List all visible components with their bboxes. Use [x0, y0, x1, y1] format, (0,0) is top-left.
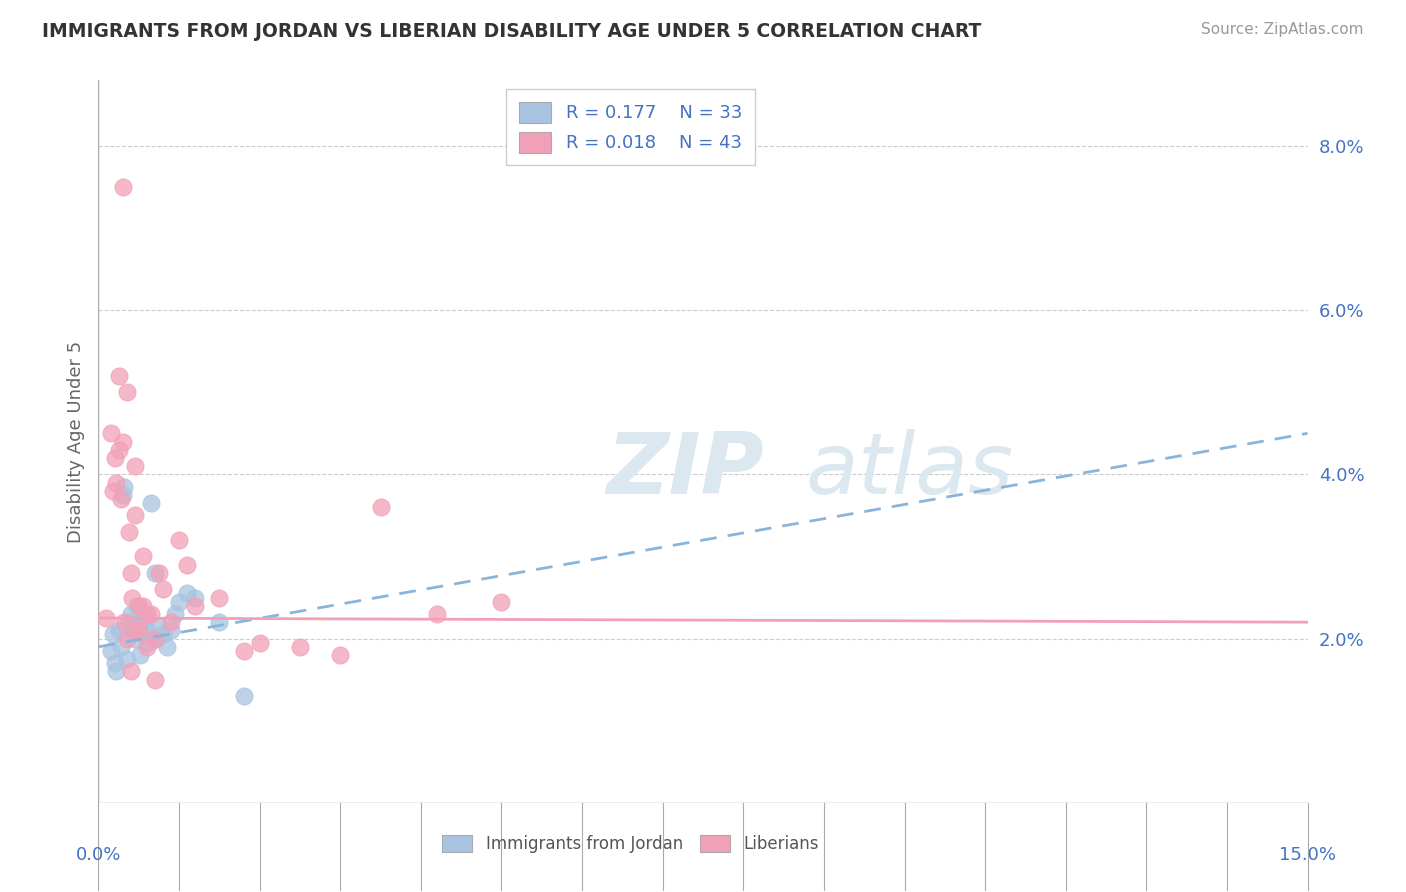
Point: [163, 607, 186, 621]
Point: [176, 558, 198, 572]
Point: [118, 615, 141, 630]
Point: [132, 599, 155, 613]
Point: [124, 632, 146, 646]
Point: [111, 434, 134, 449]
Point: [127, 599, 149, 613]
Point: [208, 591, 231, 605]
Point: [370, 500, 392, 515]
Point: [111, 180, 134, 194]
Point: [135, 640, 157, 654]
Point: [139, 496, 162, 510]
Point: [184, 591, 207, 605]
Text: Source: ZipAtlas.com: Source: ZipAtlas.com: [1201, 22, 1364, 37]
Point: [112, 480, 135, 494]
Point: [105, 665, 128, 679]
Point: [101, 627, 124, 641]
Text: atlas: atlas: [806, 429, 1014, 512]
Point: [100, 426, 122, 441]
Point: [107, 624, 129, 638]
Point: [128, 599, 150, 613]
Text: 0.0%: 0.0%: [76, 847, 121, 864]
Point: [329, 648, 352, 662]
Point: [148, 619, 170, 633]
Point: [115, 632, 138, 646]
Point: [135, 607, 157, 621]
Point: [128, 624, 150, 638]
Text: IMMIGRANTS FROM JORDAN VS LIBERIAN DISABILITY AGE UNDER 5 CORRELATION CHART: IMMIGRANTS FROM JORDAN VS LIBERIAN DISAB…: [42, 22, 981, 41]
Point: [184, 599, 207, 613]
Point: [156, 640, 179, 654]
Text: 15.0%: 15.0%: [1279, 847, 1336, 864]
Point: [129, 648, 152, 662]
Point: [143, 632, 166, 646]
Point: [491, 594, 513, 608]
Point: [103, 450, 125, 465]
Point: [121, 591, 143, 605]
Point: [232, 644, 254, 658]
Point: [132, 549, 155, 564]
Point: [176, 586, 198, 600]
Point: [120, 665, 142, 679]
Point: [101, 483, 124, 498]
Point: [143, 673, 166, 687]
Point: [143, 566, 166, 580]
Point: [120, 607, 142, 621]
Point: [232, 689, 254, 703]
Point: [115, 385, 138, 400]
Point: [134, 611, 156, 625]
Point: [118, 524, 141, 539]
Point: [120, 566, 142, 580]
Point: [132, 627, 155, 641]
Point: [115, 652, 138, 666]
Point: [107, 368, 129, 383]
Point: [167, 594, 190, 608]
Point: [152, 582, 174, 597]
Point: [426, 607, 449, 621]
Point: [105, 475, 128, 490]
Point: [107, 442, 129, 457]
Point: [110, 640, 132, 654]
Point: [208, 615, 231, 630]
Point: [249, 636, 271, 650]
Point: [145, 632, 167, 646]
Point: [139, 607, 162, 621]
Point: [288, 640, 311, 654]
Point: [103, 657, 125, 671]
Point: [160, 615, 183, 630]
Legend: Immigrants from Jordan, Liberians: Immigrants from Jordan, Liberians: [436, 828, 825, 860]
Point: [152, 627, 174, 641]
Point: [111, 488, 134, 502]
Point: [112, 615, 135, 630]
Point: [100, 644, 122, 658]
Point: [138, 636, 160, 650]
Point: [167, 533, 190, 547]
Text: ZIP: ZIP: [606, 429, 763, 512]
Point: [96, 611, 118, 625]
Point: [110, 491, 132, 506]
Point: [121, 624, 143, 638]
Y-axis label: Disability Age Under 5: Disability Age Under 5: [66, 341, 84, 542]
Point: [135, 624, 157, 638]
Point: [124, 459, 146, 474]
Point: [128, 619, 150, 633]
Point: [148, 566, 170, 580]
Point: [124, 508, 146, 523]
Point: [127, 624, 149, 638]
Point: [160, 624, 183, 638]
